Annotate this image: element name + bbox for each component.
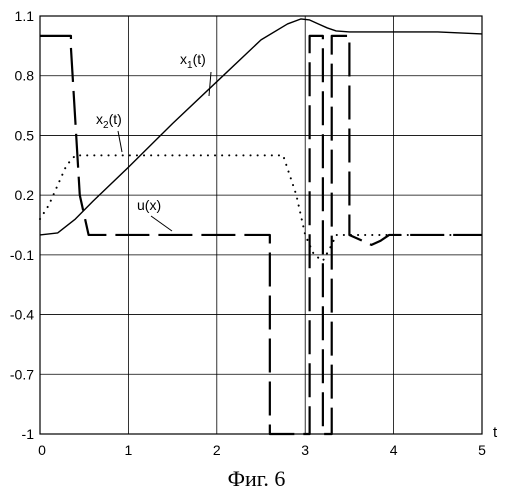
plot-frame <box>40 16 482 434</box>
x-tick-labels: 0 1 2 3 4 5 <box>38 442 486 458</box>
y-tick-label: -0.1 <box>10 247 34 263</box>
leader-line <box>151 216 172 231</box>
x-tick-label: 4 <box>390 442 398 458</box>
curve-labels: x1(t) x2(t) u(x) <box>96 51 211 231</box>
figure-caption: Фиг. 6 <box>0 466 513 492</box>
y-tick-label: -0.7 <box>10 366 34 382</box>
y-tick-label: -1 <box>22 426 35 442</box>
x-tick-label: 5 <box>478 442 486 458</box>
y-tick-labels: 1.1 0.8 0.5 0.2 -0.1 -0.4 -0.7 -1 <box>10 8 34 442</box>
leader-line <box>118 131 122 152</box>
grid <box>40 16 482 434</box>
y-tick-label: 0.2 <box>15 187 35 203</box>
series-label-0: x1(t) <box>180 51 206 71</box>
x-tick-label: 2 <box>213 442 221 458</box>
y-tick-label: 1.1 <box>15 8 35 24</box>
x-tick-label: 3 <box>301 442 309 458</box>
x-axis-label: t <box>493 424 498 441</box>
y-tick-label: 0.5 <box>15 127 35 143</box>
x-tick-label: 0 <box>38 442 46 458</box>
chart: 1.10.80.50.2-0.1-0.4-0.7-1 012345 x1(t)x… <box>0 0 513 465</box>
series-label-1: x2(t) <box>96 111 122 131</box>
series-label-2: u(x) <box>137 197 161 213</box>
x-tick-label: 1 <box>125 442 133 458</box>
series-layer <box>40 19 482 434</box>
y-tick-label: 0.8 <box>15 68 35 84</box>
y-tick-label: -0.4 <box>10 307 34 323</box>
series-line-1 <box>40 155 482 260</box>
